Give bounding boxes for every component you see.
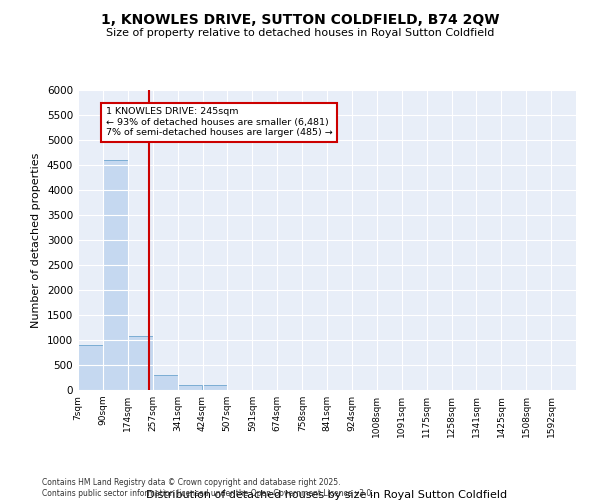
- Bar: [178, 385, 202, 390]
- Y-axis label: Number of detached properties: Number of detached properties: [31, 152, 41, 328]
- X-axis label: Distribution of detached houses by size in Royal Sutton Coldfield: Distribution of detached houses by size …: [146, 490, 508, 500]
- Bar: [128, 336, 152, 390]
- Text: 1 KNOWLES DRIVE: 245sqm
← 93% of detached houses are smaller (6,481)
7% of semi-: 1 KNOWLES DRIVE: 245sqm ← 93% of detache…: [106, 108, 332, 138]
- Bar: [103, 160, 128, 390]
- Text: Size of property relative to detached houses in Royal Sutton Coldfield: Size of property relative to detached ho…: [106, 28, 494, 38]
- Bar: [78, 345, 103, 390]
- Text: 1, KNOWLES DRIVE, SUTTON COLDFIELD, B74 2QW: 1, KNOWLES DRIVE, SUTTON COLDFIELD, B74 …: [101, 12, 499, 26]
- Bar: [152, 375, 178, 390]
- Bar: [203, 385, 227, 390]
- Text: Contains HM Land Registry data © Crown copyright and database right 2025.
Contai: Contains HM Land Registry data © Crown c…: [42, 478, 374, 498]
